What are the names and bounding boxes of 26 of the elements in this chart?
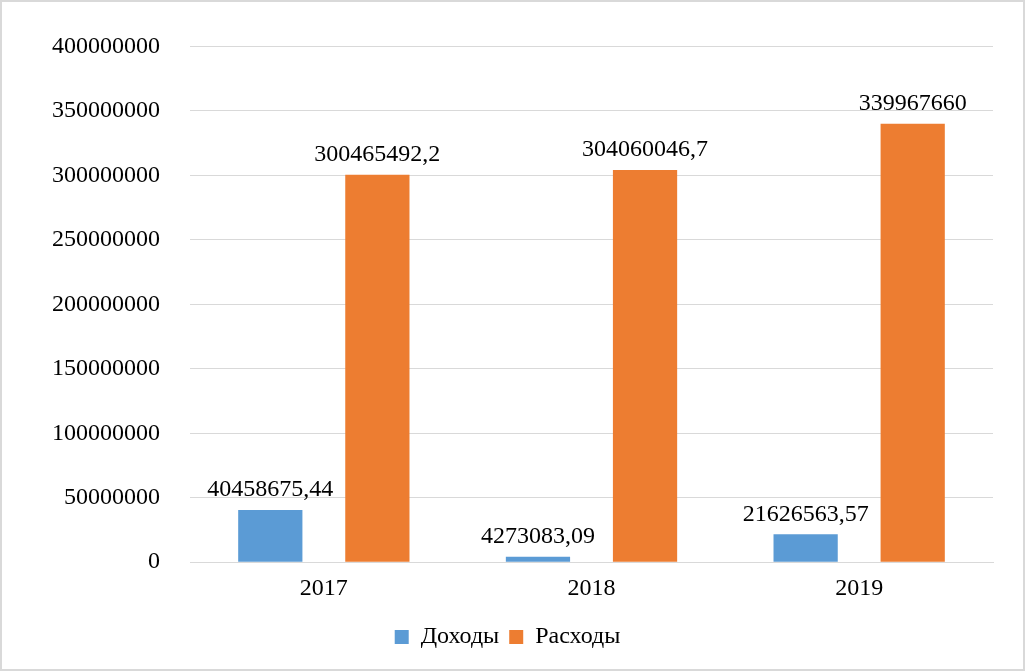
y-tick-label: 350000000 xyxy=(52,96,160,123)
bar xyxy=(238,510,303,562)
data-label: 300465492,2 xyxy=(314,140,441,167)
data-label: 4273083,09 xyxy=(480,521,595,548)
legend-label: Расходы xyxy=(535,622,621,649)
data-label: 304060046,7 xyxy=(582,135,709,162)
bar xyxy=(773,534,838,562)
y-tick-label: 0 xyxy=(148,547,160,574)
data-label: 21626563,57 xyxy=(742,499,869,526)
x-tick-label: 2019 xyxy=(835,573,884,600)
bar xyxy=(345,174,410,562)
data-label: 339967660 xyxy=(858,89,967,116)
x-tick-label: 2018 xyxy=(567,573,616,600)
data-label: 40458675,44 xyxy=(207,475,334,502)
legend-label: Доходы xyxy=(420,622,500,649)
x-tick-label: 2017 xyxy=(299,573,348,600)
y-tick-label: 250000000 xyxy=(52,225,160,252)
y-tick-label: 50000000 xyxy=(64,483,160,510)
y-tick-label: 200000000 xyxy=(52,289,160,316)
y-tick-label: 100000000 xyxy=(52,418,160,445)
bar xyxy=(880,123,945,562)
bar xyxy=(505,556,571,562)
bar xyxy=(612,170,678,562)
y-tick-label: 400000000 xyxy=(52,31,160,58)
y-tick-label: 150000000 xyxy=(52,354,160,381)
y-tick-label: 300000000 xyxy=(52,160,160,187)
